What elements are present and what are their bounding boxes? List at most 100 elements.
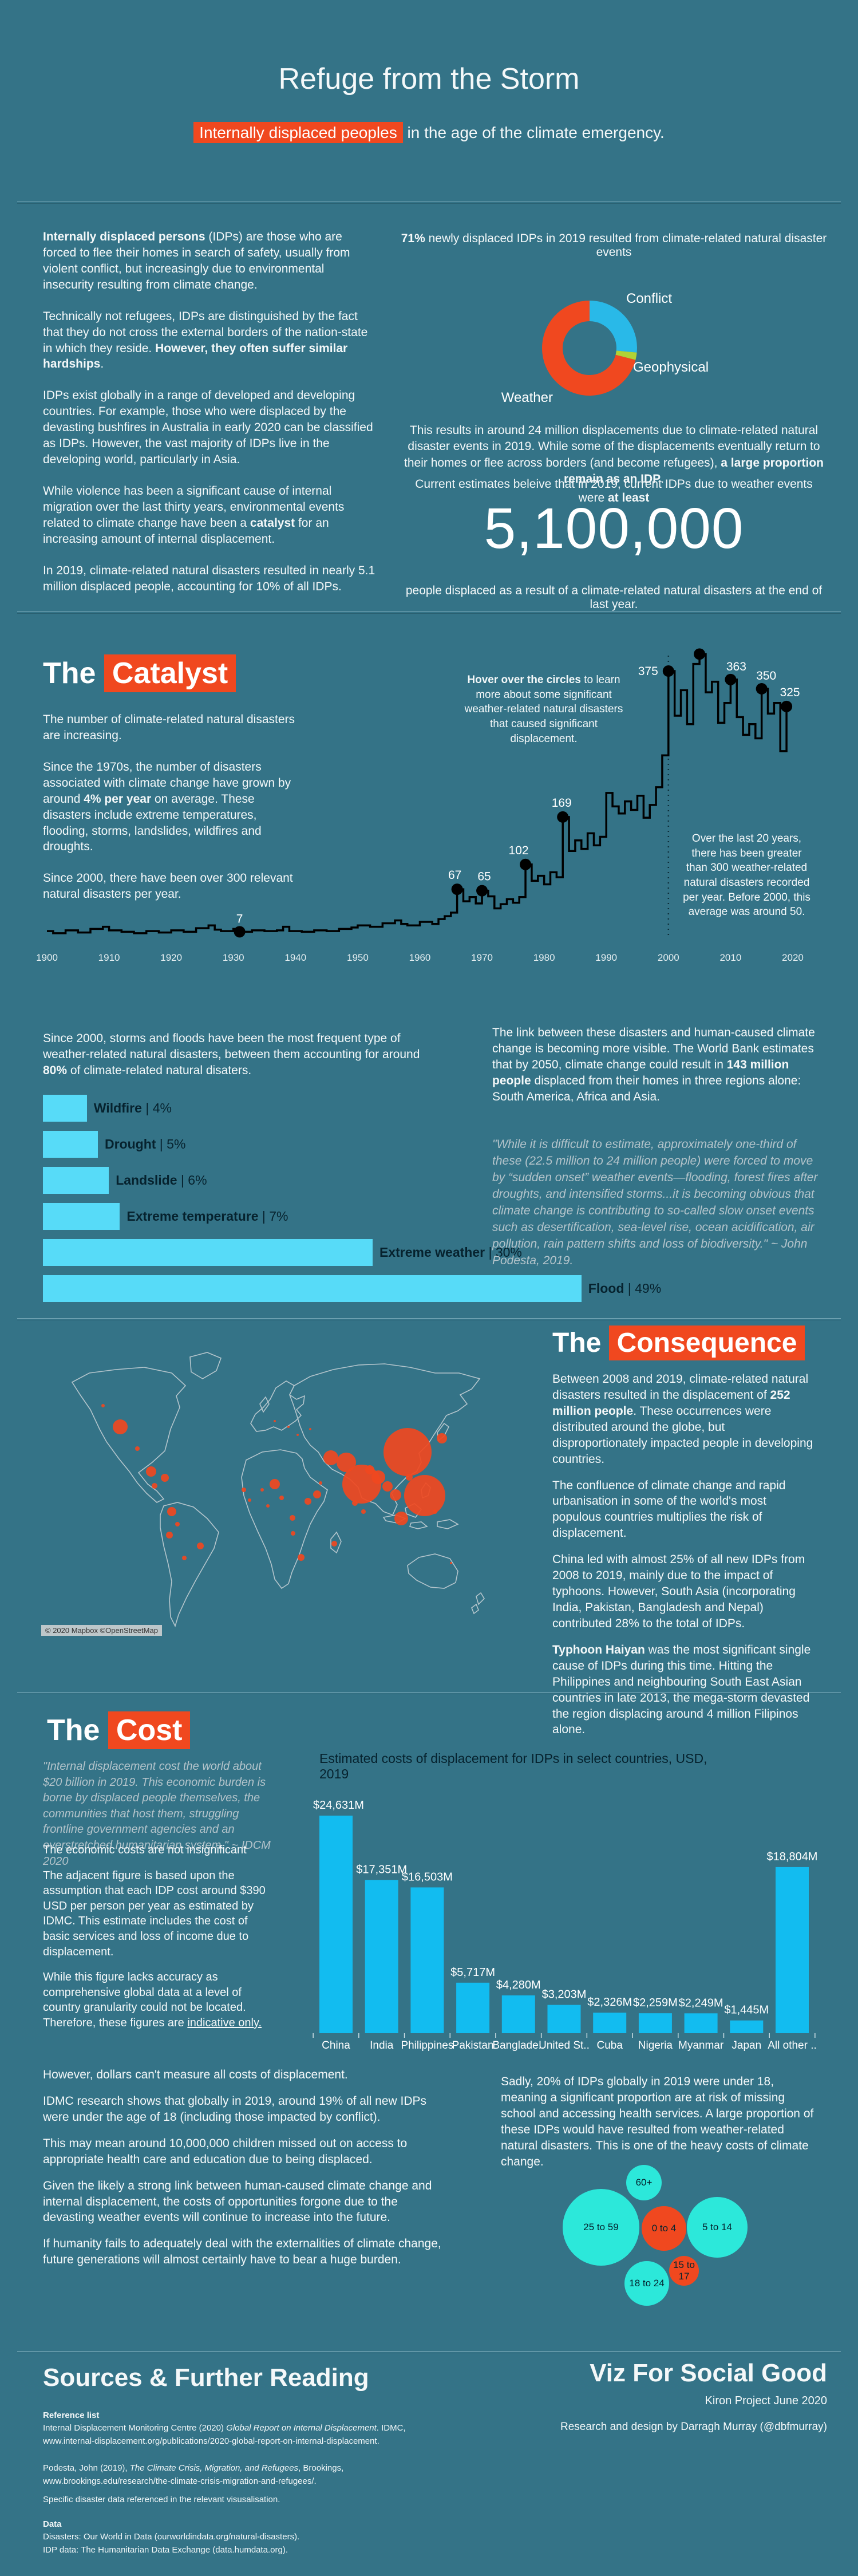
cost-bar-myanmar[interactable]: [684, 2013, 718, 2033]
map-bubble[interactable]: [197, 1543, 204, 1549]
cost-bar-united-st-[interactable]: [547, 2005, 581, 2033]
cost-bar-all-other-[interactable]: [776, 1867, 809, 2033]
map-bubble[interactable]: [383, 1428, 432, 1476]
disaster-point-2005[interactable]: [694, 648, 706, 660]
disaster-point-1983[interactable]: [557, 811, 569, 823]
type-bar-label: Flood | 49%: [588, 1281, 662, 1296]
cost-bar-china[interactable]: [319, 1816, 353, 2033]
disaster-point-2015[interactable]: [756, 683, 768, 695]
map-bubble[interactable]: [342, 1465, 381, 1504]
x-axis-tick: 2000: [658, 952, 679, 963]
donut-slice-weather[interactable]: [542, 301, 636, 396]
x-axis-tick: 2010: [719, 952, 741, 963]
map-bubble[interactable]: [450, 1562, 452, 1564]
map-bubble[interactable]: [248, 1498, 251, 1502]
catalyst-text-column: The number of climate-related natural di…: [43, 712, 301, 918]
map-bubble[interactable]: [182, 1556, 187, 1560]
map-bubble[interactable]: [319, 1481, 322, 1485]
cost-value-label: $2,326M: [587, 1996, 632, 2009]
cost-bar-nigeria[interactable]: [638, 2013, 672, 2033]
cost-bar-philippines[interactable]: [410, 1887, 444, 2033]
disaster-point-label: 350: [756, 669, 776, 683]
map-bubble[interactable]: [382, 1481, 393, 1492]
donut-slice-geophysical[interactable]: [615, 350, 637, 360]
map-bubble[interactable]: [309, 1428, 311, 1430]
map-bubble[interactable]: [260, 1488, 264, 1492]
map-bubble[interactable]: [290, 1515, 295, 1521]
catalyst-heading-highlight: Catalyst: [104, 654, 236, 692]
map-bubble[interactable]: [323, 1450, 338, 1465]
section-divider: [17, 202, 841, 204]
closing-paragraph: However, dollars can't measure all costs…: [43, 2068, 348, 2081]
section-divider: [17, 1318, 841, 1320]
type-bar-extreme-weather[interactable]: [43, 1239, 373, 1266]
map-bubble[interactable]: [437, 1433, 447, 1443]
world-map: [71, 1352, 485, 1628]
disaster-point-1970[interactable]: [476, 885, 488, 897]
map-bubble[interactable]: [404, 1475, 445, 1516]
map-bubble[interactable]: [274, 1420, 276, 1422]
map-bubble[interactable]: [161, 1474, 169, 1482]
map-bubble[interactable]: [270, 1479, 280, 1489]
map-bubble[interactable]: [390, 1489, 401, 1501]
map-bubble[interactable]: [352, 1500, 358, 1506]
type-bar-flood[interactable]: [43, 1275, 582, 1302]
map-bubble[interactable]: [365, 1465, 374, 1474]
disaster-point-2000[interactable]: [662, 665, 674, 677]
map-bubble[interactable]: [242, 1488, 246, 1492]
reference-item: Podesta, John (2019), The Climate Crisis…: [43, 2463, 344, 2486]
map-bubble[interactable]: [166, 1532, 173, 1539]
map-bubble[interactable]: [337, 1453, 356, 1472]
map-bubble[interactable]: [175, 1522, 180, 1526]
donut-slice-conflict[interactable]: [590, 301, 637, 353]
disaster-point-label: 399: [690, 647, 710, 648]
map-bubble[interactable]: [266, 1504, 270, 1508]
map-bubble[interactable]: [113, 1419, 128, 1434]
data-label: Data: [43, 2519, 62, 2529]
reference-item: Specific disaster data referenced in the…: [43, 2495, 280, 2504]
section-divider: [17, 2351, 841, 2353]
map-bubble[interactable]: [305, 1498, 311, 1505]
cost-bar-banglade-[interactable]: [501, 1995, 535, 2033]
cost-value-label: $24,631M: [313, 1799, 364, 1812]
map-bubble[interactable]: [331, 1541, 337, 1547]
map-bubble[interactable]: [287, 1426, 290, 1428]
map-bubble[interactable]: [146, 1466, 156, 1477]
disaster-point-1977[interactable]: [520, 858, 532, 870]
map-bubble[interactable]: [361, 1509, 366, 1514]
donut-caption: This results in around 24 million displa…: [404, 424, 824, 486]
type-bar-extreme-temperature[interactable]: [43, 1203, 120, 1230]
cost-bar-india[interactable]: [365, 1880, 398, 2033]
map-bubble[interactable]: [433, 1509, 437, 1514]
x-axis-tick: 1970: [471, 952, 493, 963]
cost-bar-cuba[interactable]: [593, 2013, 627, 2033]
disaster-point-2010[interactable]: [725, 673, 737, 685]
map-bubble[interactable]: [291, 1531, 295, 1536]
map-bubble[interactable]: [313, 1490, 321, 1498]
map-bubble[interactable]: [406, 1474, 413, 1481]
podesta-quote: "While it is difficult to estimate, appr…: [492, 1138, 818, 1267]
map-bubble[interactable]: [167, 1507, 176, 1516]
map-bubble[interactable]: [394, 1512, 408, 1525]
data-source-line: Disasters: Our World in Data (ourworldin…: [43, 2532, 300, 2542]
map-bubble[interactable]: [296, 1434, 299, 1436]
type-bar-wildfire[interactable]: [43, 1095, 87, 1122]
map-bubble[interactable]: [135, 1446, 140, 1451]
map-bubble[interactable]: [152, 1483, 157, 1489]
type-bar-drought[interactable]: [43, 1131, 98, 1158]
cost-bar-japan[interactable]: [730, 2020, 764, 2033]
disaster-point-1966[interactable]: [451, 883, 463, 896]
type-bar-label: Drought | 5%: [105, 1137, 186, 1151]
cost-category-label: China: [322, 2040, 350, 2052]
type-bar-landslide[interactable]: [43, 1167, 109, 1194]
map-bubble[interactable]: [101, 1404, 105, 1407]
map-bubble[interactable]: [298, 1554, 305, 1561]
cost-bar-pakistan[interactable]: [456, 1982, 490, 2033]
type-bar-row: Landslide | 6%: [43, 1167, 810, 1194]
disaster-point-2019[interactable]: [781, 700, 793, 712]
map-bubble[interactable]: [279, 1496, 284, 1500]
donut-label: Weather: [501, 390, 553, 405]
cost-paragraph: While this figure lacks accuracy as comp…: [43, 1971, 262, 2029]
disaster-point-1931[interactable]: [234, 926, 246, 938]
map-bubble[interactable]: [371, 1470, 385, 1484]
